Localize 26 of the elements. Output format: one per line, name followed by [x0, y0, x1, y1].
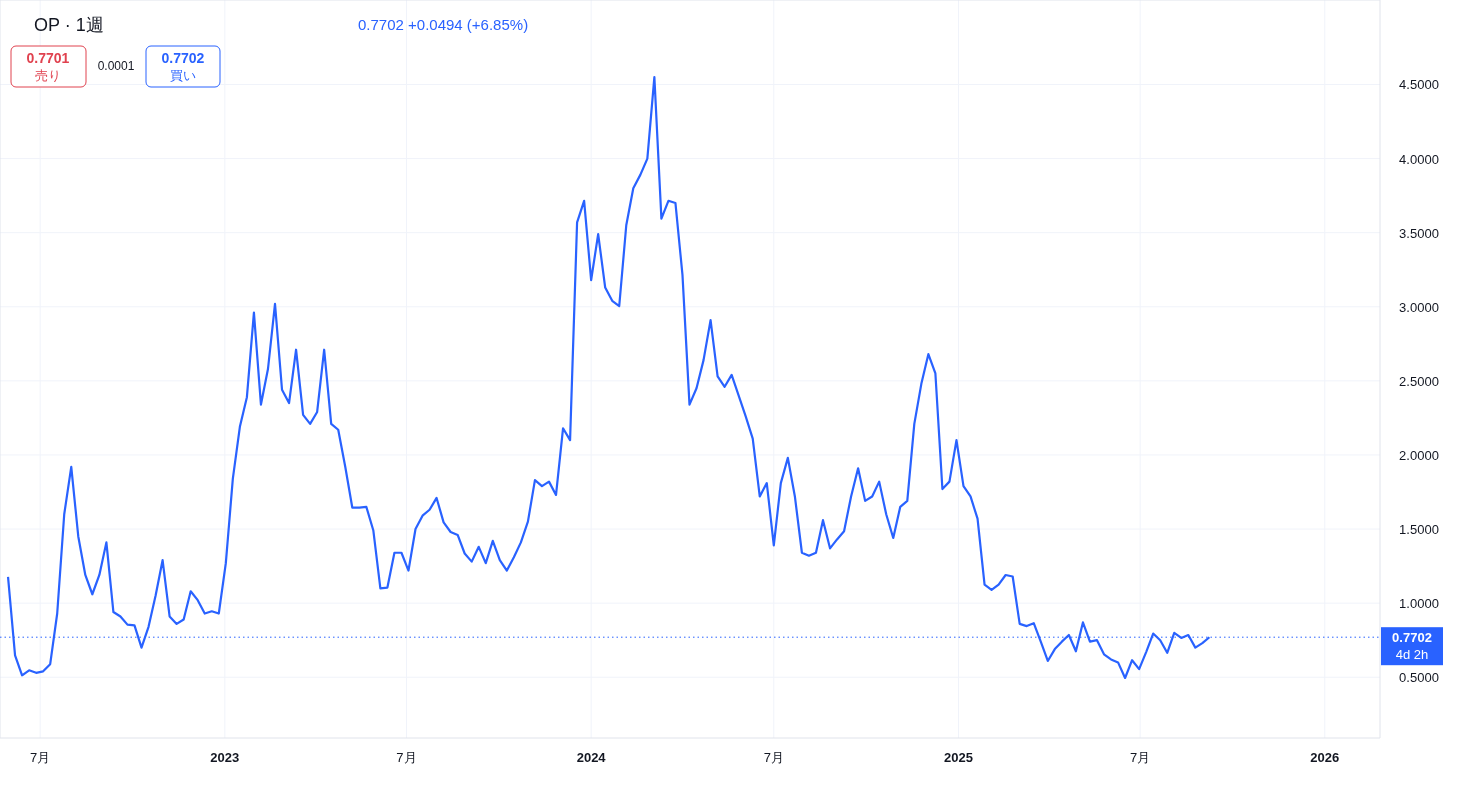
y-tick-label: 0.5000 — [1399, 670, 1439, 686]
y-tick-label: 1.0000 — [1399, 596, 1439, 612]
annotation: 買い — [170, 68, 196, 83]
annotation: 売り — [35, 68, 61, 83]
text: 4d 2h — [1395, 647, 1429, 663]
ref-line-label: 0.7702 — [1392, 630, 1432, 646]
annotation: 0.0001 — [97, 59, 135, 73]
y-tick-label: 3.5000 — [1399, 225, 1439, 241]
y-tick-label: 4.0000 — [1399, 151, 1439, 167]
x-tick-label: 2025 — [944, 750, 973, 765]
x-tick-label: 7月 — [30, 750, 51, 765]
x-tick-label: 7月 — [396, 750, 417, 765]
x-tick-label: 2024 — [576, 750, 607, 765]
x-tick-label: 7月 — [1130, 750, 1151, 765]
annotation: 0.7701 — [26, 50, 70, 66]
text: OP · 1週 — [34, 15, 104, 35]
y-tick-label: 3.0000 — [1399, 299, 1439, 315]
x-tick-label: 7月 — [763, 750, 784, 765]
x-tick-label: 2026 — [1310, 750, 1340, 765]
text: 0.7702 +0.0494 (+6.85%) — [358, 16, 529, 33]
annotation: 0.7702 — [161, 50, 205, 66]
y-tick-label: 2.5000 — [1399, 373, 1439, 389]
y-tick-label: 2.0000 — [1399, 447, 1439, 463]
y-tick-label: 1.5000 — [1399, 522, 1439, 538]
x-tick-label: 2023 — [210, 750, 240, 765]
y-tick-label: 4.5000 — [1399, 77, 1439, 93]
